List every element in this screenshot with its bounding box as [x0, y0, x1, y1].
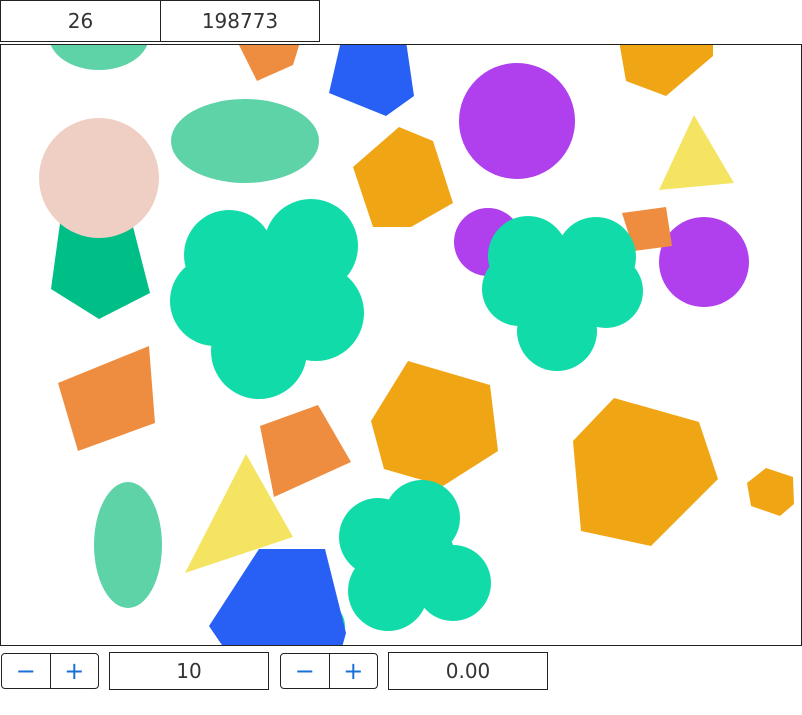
gold-hexagon-shape[interactable] — [747, 468, 794, 516]
yellow-triangle-shape[interactable] — [185, 454, 293, 573]
orange-quad-shape[interactable] — [260, 405, 351, 497]
gold-hexagon-shape[interactable] — [371, 361, 498, 486]
mint-ellipse-shape[interactable] — [94, 482, 162, 608]
score-display: 26 — [0, 0, 161, 42]
blue-pentagon-shape[interactable] — [209, 549, 346, 645]
yellow-triangle-shape[interactable] — [659, 115, 734, 190]
increment-button[interactable]: + — [49, 654, 99, 688]
purple-circle-shape[interactable] — [459, 63, 575, 179]
value-display-1: 10 — [109, 652, 269, 690]
orange-quad-shape[interactable] — [237, 45, 301, 81]
mint-ellipse-shape[interactable] — [49, 45, 149, 70]
teal-flower-shape[interactable] — [170, 199, 364, 399]
gold-heptagon-shape[interactable] — [353, 127, 453, 227]
purple-circle-shape[interactable] — [659, 217, 749, 307]
increment-button[interactable]: + — [328, 654, 378, 688]
total-display: 198773 — [160, 0, 320, 42]
gold-hexagon-shape[interactable] — [619, 45, 713, 96]
orange-quad-shape[interactable] — [58, 346, 155, 451]
orange-quad-shape[interactable] — [622, 207, 672, 251]
mint-ellipse-shape[interactable] — [171, 99, 319, 183]
stepper-control-2[interactable]: − + — [280, 653, 378, 689]
game-canvas[interactable] — [0, 44, 802, 646]
decrement-button[interactable]: − — [294, 657, 315, 685]
value-display-2: 0.00 — [388, 652, 548, 690]
peach-circle-shape[interactable] — [39, 118, 159, 238]
gold-hexagon-shape[interactable] — [573, 398, 718, 546]
teal-flower-shape[interactable] — [482, 216, 643, 371]
decrement-button[interactable]: − — [15, 657, 36, 685]
teal-flower-shape[interactable] — [339, 480, 491, 631]
stepper-control-1[interactable]: − + — [1, 653, 99, 689]
emerald-pentagon-shape[interactable] — [51, 216, 150, 319]
blue-pentagon-shape[interactable] — [329, 45, 414, 116]
